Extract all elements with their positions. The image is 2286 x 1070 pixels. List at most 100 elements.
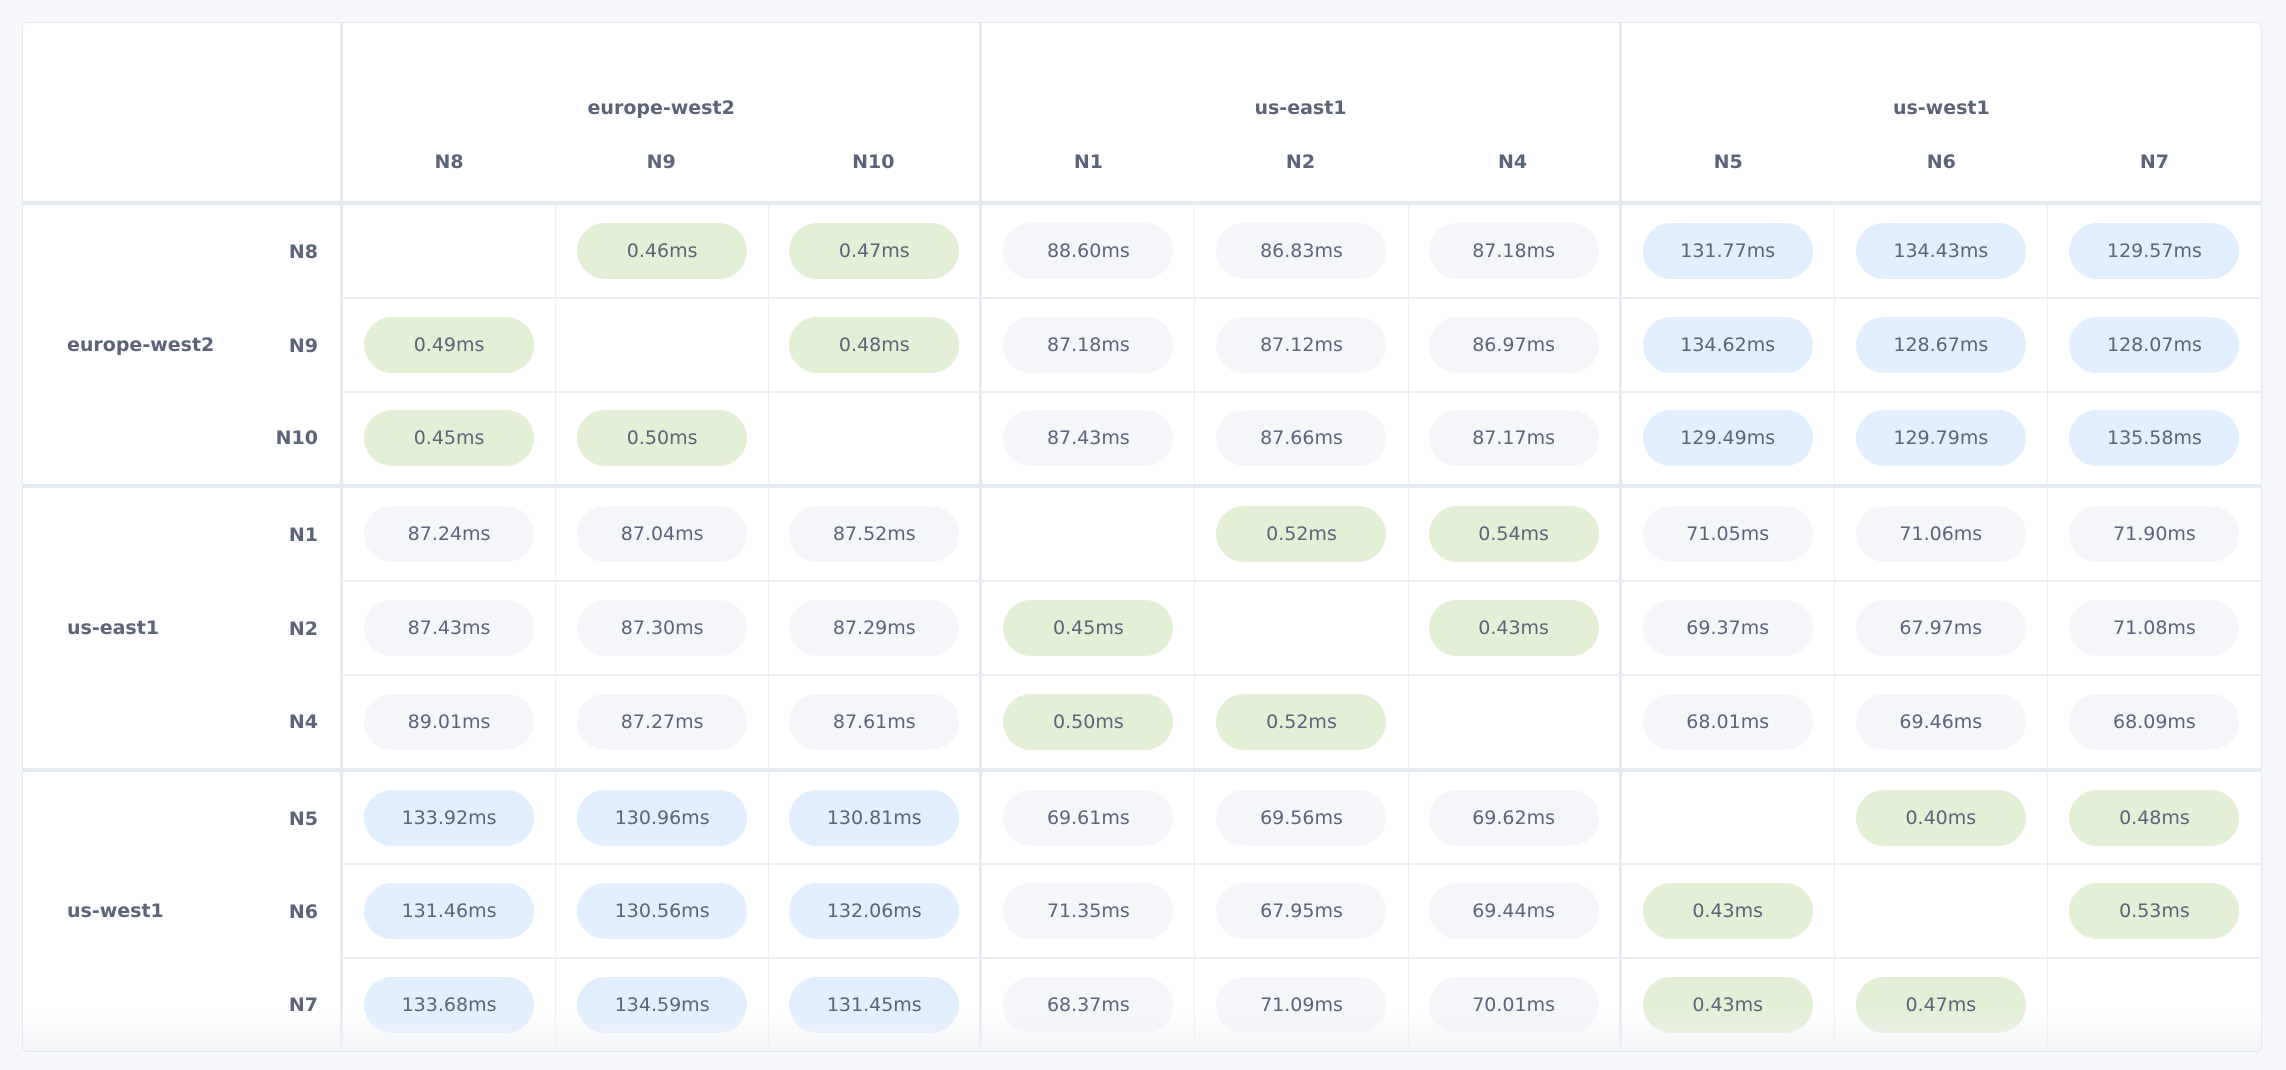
matrix-cell: 0.43ms (1621, 865, 1835, 960)
latency-badge: 88.60ms (1003, 222, 1174, 279)
latency-badge: 0.45ms (364, 410, 535, 467)
column-node-label: N1 (1073, 151, 1103, 173)
latency-badge: 133.68ms (364, 977, 535, 1034)
matrix-cell: 69.46ms (1835, 675, 2048, 768)
latency-badge: 87.30ms (577, 599, 748, 656)
matrix-cell: 128.07ms (2047, 299, 2261, 393)
matrix-cell: 131.77ms (1621, 205, 1835, 299)
latency-badge: 135.58ms (2069, 410, 2240, 467)
latency-badge: 87.18ms (1003, 316, 1174, 373)
latency-badge: 68.09ms (2069, 693, 2240, 750)
latency-badge: 87.29ms (789, 599, 960, 656)
matrix-cell: 89.01ms (343, 675, 557, 768)
column-region-label: us-west1 (1892, 97, 1990, 119)
matrix-cell: 87.30ms (556, 582, 770, 676)
matrix-cell: 133.68ms (343, 959, 557, 1051)
matrix-cell: 69.62ms (1408, 771, 1622, 866)
row-node-label: N8 (239, 205, 343, 299)
latency-badge: 87.12ms (1216, 316, 1387, 373)
matrix-cell: 0.53ms (2047, 865, 2261, 960)
matrix-cell: 0.50ms (982, 675, 1196, 768)
latency-badge: 129.79ms (1855, 410, 2026, 467)
latency-badge: 0.45ms (1003, 599, 1174, 656)
matrix-cell (1409, 675, 1622, 768)
latency-badge: 0.43ms (1642, 883, 1813, 940)
row-region-group: us-east1 N1 87.24ms 87.04ms 87.52ms 0.52ms 0.5… (23, 488, 2261, 772)
matrix-cell: 71.06ms (1834, 488, 2048, 583)
latency-badge: 0.49ms (364, 316, 535, 373)
matrix-cell: 71.08ms (2047, 582, 2261, 676)
latency-matrix-card: europe-west2 N8 N9 N10 us-east1 N1 N2 N4 us-west… (22, 22, 2262, 1052)
latency-badge: 0.50ms (1003, 693, 1174, 750)
latency-badge: 0.40ms (1855, 789, 2026, 846)
matrix-cell: 134.62ms (1621, 298, 1835, 393)
column-node-label: N8 (434, 151, 464, 173)
latency-badge: 0.47ms (1855, 977, 2026, 1034)
matrix-cell: 69.44ms (1408, 865, 1622, 960)
latency-badge: 132.06ms (789, 883, 960, 940)
matrix-cell: 134.43ms (1834, 205, 2048, 299)
matrix-cell: 0.47ms (1835, 959, 2048, 1051)
matrix-cell (556, 298, 770, 393)
row-region-group: us-west1 N5 133.92ms 130.96ms 130.81ms 69.61m… (23, 771, 2261, 1051)
matrix-cell: 0.46ms (556, 205, 770, 299)
latency-badge: 0.54ms (1428, 506, 1599, 563)
matrix-cell: 0.49ms (343, 298, 557, 393)
column-node-label: N5 (1713, 151, 1743, 173)
row-region-label: us-east1 (67, 616, 160, 639)
matrix-cell: 71.35ms (982, 865, 1196, 960)
latency-badge: 71.09ms (1216, 977, 1387, 1034)
latency-badge: 129.49ms (1642, 410, 1813, 467)
column-region-group: europe-west2 N8 N9 N10 (343, 23, 983, 201)
matrix-cell (1621, 771, 1835, 866)
latency-badge: 69.44ms (1428, 883, 1599, 940)
column-node-label: N7 (2139, 151, 2169, 173)
column-region-label: europe-west2 (587, 97, 735, 119)
matrix-cell: 0.48ms (769, 298, 983, 393)
row-node-label: N7 (239, 959, 343, 1051)
matrix-cell: 87.52ms (769, 488, 983, 583)
row-node-label: N4 (239, 675, 343, 768)
latency-badge: 67.97ms (1855, 599, 2026, 656)
matrix-cell: 87.43ms (982, 392, 1196, 485)
row-node-label: N1 (239, 488, 343, 583)
matrix-cell: 68.09ms (2048, 676, 2261, 768)
row-node-label: N5 (239, 771, 343, 866)
latency-badge: 0.46ms (577, 222, 748, 279)
latency-badge: 87.52ms (789, 506, 960, 563)
header-corner (23, 23, 343, 201)
latency-badge: 87.61ms (789, 693, 960, 750)
row-node-label: N10 (239, 392, 343, 485)
column-region-label: us-east1 (1254, 97, 1347, 119)
latency-badge: 87.17ms (1428, 410, 1599, 467)
latency-badge: 71.06ms (1855, 506, 2026, 563)
latency-badge: 0.52ms (1216, 693, 1387, 750)
latency-badge: 87.04ms (577, 506, 748, 563)
matrix-cell: 133.92ms (343, 771, 557, 866)
latency-badge: 0.43ms (1428, 599, 1599, 656)
latency-badge: 128.07ms (2069, 316, 2240, 373)
latency-badge: 130.56ms (577, 883, 748, 940)
latency-badge: 0.50ms (577, 410, 748, 467)
matrix-cell: 71.09ms (1195, 959, 1409, 1051)
matrix-cell: 70.01ms (1409, 959, 1622, 1051)
latency-badge: 89.01ms (364, 693, 535, 750)
latency-badge: 129.57ms (2069, 222, 2240, 279)
matrix-cell: 0.52ms (1195, 675, 1409, 768)
matrix-cell: 87.61ms (769, 675, 983, 768)
matrix-cell: 67.97ms (1834, 582, 2048, 676)
matrix-cell: 87.29ms (769, 582, 983, 676)
matrix-cell: 87.18ms (1408, 205, 1622, 299)
matrix-cell (982, 488, 1196, 583)
column-region-group: us-west1 N5 N6 N7 (1622, 23, 2261, 201)
latency-badge: 86.83ms (1216, 222, 1387, 279)
matrix-cell: 135.58ms (2048, 393, 2261, 485)
latency-badge: 131.45ms (789, 977, 960, 1034)
row-region-label: europe-west2 (67, 333, 215, 356)
matrix-cell: 129.57ms (2047, 205, 2261, 299)
matrix-cell: 134.59ms (556, 959, 770, 1051)
row-region-label: us-west1 (67, 900, 164, 923)
latency-badge: 70.01ms (1428, 977, 1599, 1034)
latency-badge: 134.62ms (1642, 316, 1813, 373)
row-region-group: europe-west2 N8 0.46ms 0.47ms 88.60ms 86.83ms… (23, 205, 2261, 489)
